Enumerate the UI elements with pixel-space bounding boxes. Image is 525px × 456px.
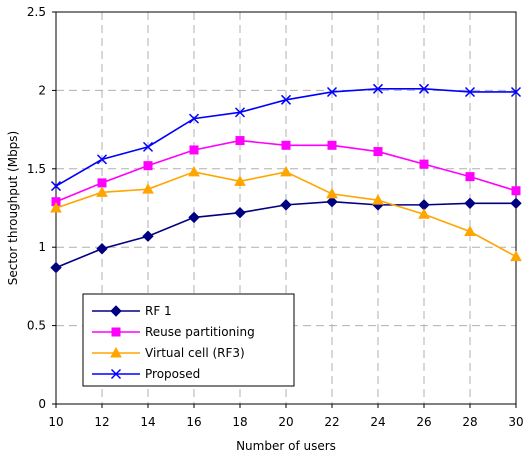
data-point (188, 113, 200, 124)
series-group (50, 83, 522, 274)
legend-item: Virtual cell (RF3) (92, 346, 245, 360)
x-tick-label: 20 (278, 415, 293, 429)
data-point (50, 201, 62, 213)
data-point (373, 147, 383, 157)
data-point (510, 86, 522, 97)
data-point (372, 83, 384, 94)
x-tick-label: 28 (462, 415, 477, 429)
legend-marker (111, 327, 121, 337)
x-tick-label: 10 (48, 415, 63, 429)
data-point (326, 196, 338, 208)
series-1 (51, 136, 521, 207)
legend: RF 1 Reuse partitioning Virtual cell (RF3)… (82, 293, 295, 387)
x-tick-label: 26 (416, 415, 431, 429)
data-point (418, 83, 430, 94)
data-point (188, 165, 200, 177)
y-axis-label: Sector throughput (Mbps) (6, 131, 20, 286)
data-point (280, 199, 292, 211)
legend-label: Virtual cell (RF3) (145, 346, 245, 360)
data-point (235, 136, 245, 146)
data-point (419, 159, 429, 169)
data-point (511, 186, 521, 196)
x-tick-label: 16 (186, 415, 201, 429)
data-point (142, 183, 154, 194)
data-point (464, 197, 476, 210)
legend-item: Proposed (92, 367, 200, 381)
data-point (96, 154, 108, 165)
data-point (234, 175, 246, 186)
y-tick-label: 2 (38, 83, 46, 97)
y-tick-label: 2.5 (27, 5, 46, 19)
series-3 (50, 83, 522, 192)
legend-marker (110, 346, 122, 358)
y-tick-label: 0.5 (27, 319, 46, 333)
data-point (326, 187, 338, 199)
legend-label: RF 1 (145, 304, 172, 318)
data-point (280, 165, 292, 177)
data-point (142, 230, 154, 242)
x-tick-label: 30 (508, 415, 523, 429)
y-tick-label: 1.5 (27, 162, 46, 176)
data-point (326, 86, 338, 97)
y-axis-ticks: 0 0.5 1 1.5 2 2.5 (27, 5, 56, 411)
legend-label: Proposed (145, 367, 200, 381)
data-point (50, 181, 62, 192)
x-tick-label: 12 (94, 415, 109, 429)
data-point (418, 208, 430, 219)
data-point (188, 211, 200, 224)
data-point (234, 206, 246, 219)
legend-marker (110, 368, 122, 380)
data-point (510, 250, 522, 262)
legend-item: Reuse partitioning (92, 325, 255, 339)
data-point (465, 172, 475, 182)
data-point (97, 178, 107, 188)
data-point (464, 86, 476, 97)
legend-marker (110, 305, 122, 317)
x-tick-label: 14 (140, 415, 155, 429)
x-tick-label: 22 (324, 415, 339, 429)
data-point (189, 145, 199, 155)
data-point (96, 243, 108, 255)
legend-label: Reuse partitioning (145, 325, 255, 339)
y-tick-label: 0 (38, 397, 46, 411)
data-point (327, 140, 337, 150)
legend-item: RF 1 (92, 304, 172, 318)
data-point (281, 140, 291, 150)
data-point (280, 94, 292, 105)
data-point (143, 161, 153, 171)
y-tick-label: 1 (38, 240, 46, 254)
series-2 (50, 165, 522, 262)
data-point (234, 107, 246, 118)
x-axis-label: Number of users (236, 439, 336, 453)
data-point (96, 186, 108, 197)
data-point (372, 194, 384, 205)
x-tick-label: 24 (370, 415, 385, 429)
x-tick-label: 18 (232, 415, 247, 429)
data-point (464, 225, 476, 237)
data-point (50, 261, 62, 274)
x-axis-ticks: 10 12 14 16 18 20 22 24 26 28 30 (48, 404, 524, 429)
data-point (142, 141, 154, 152)
data-point (510, 197, 522, 210)
